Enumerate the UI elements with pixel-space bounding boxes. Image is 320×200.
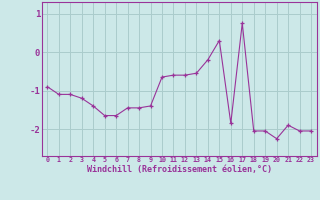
- X-axis label: Windchill (Refroidissement éolien,°C): Windchill (Refroidissement éolien,°C): [87, 165, 272, 174]
